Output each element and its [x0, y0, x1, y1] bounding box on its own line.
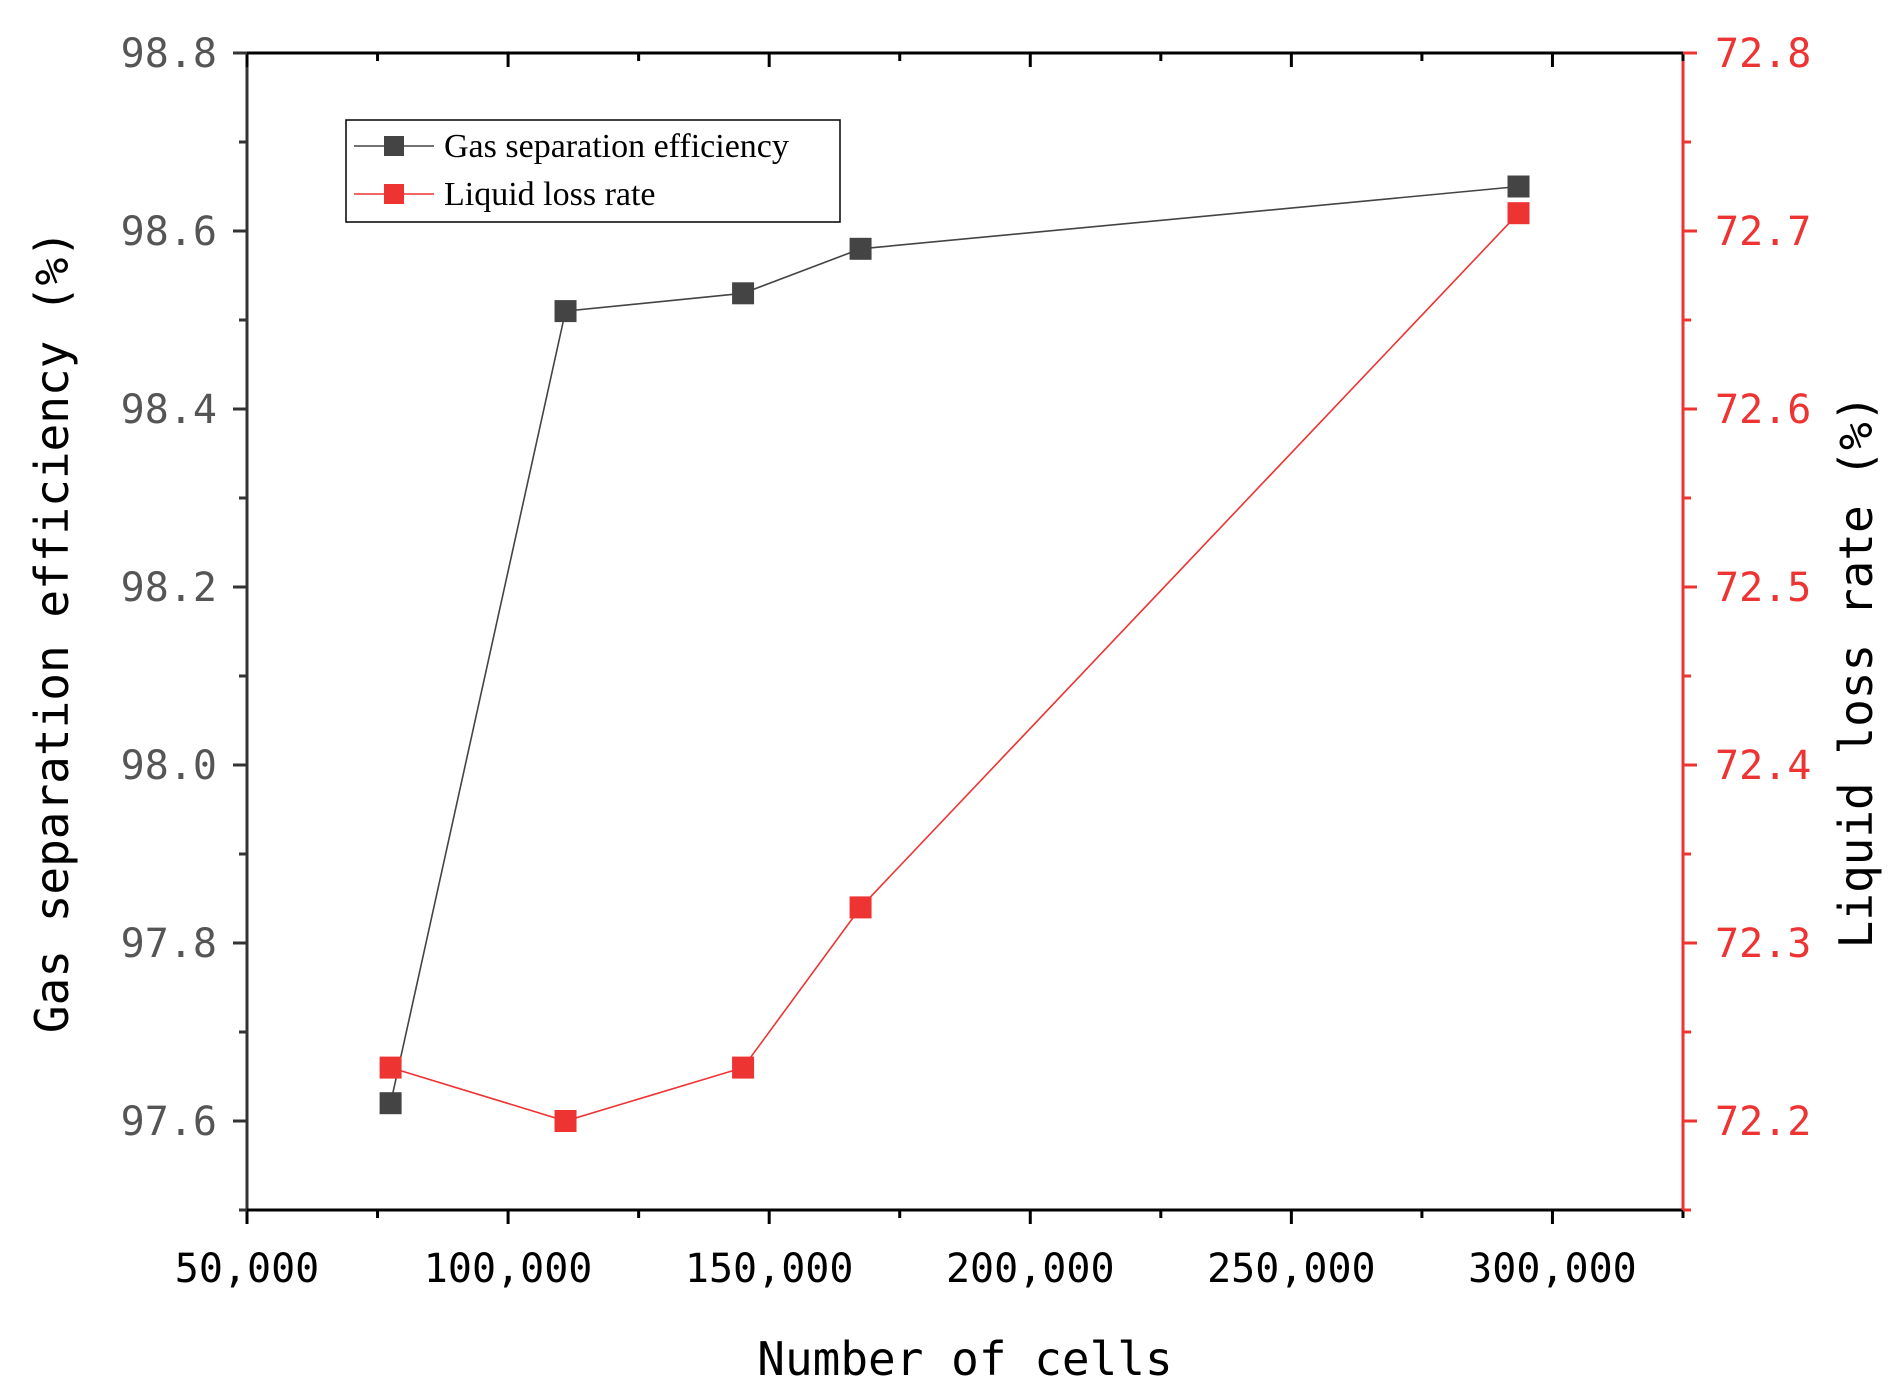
right-y-tick-label: 72.7 — [1715, 209, 1811, 255]
legend-marker-gas — [384, 136, 404, 156]
series-markers-group — [379, 175, 1530, 1132]
left-y-axis-title: Gas separation efficiency (%) — [25, 230, 79, 1033]
x-axis-title: Number of cells — [757, 1332, 1172, 1386]
liquid-data-point — [554, 1110, 577, 1132]
x-tick-label: 50,000 — [175, 1246, 320, 1292]
right-y-tick-label: 72.4 — [1715, 743, 1811, 789]
left-y-tick-label: 98.6 — [121, 209, 217, 255]
x-tick-label: 250,000 — [1207, 1246, 1376, 1292]
series-line-liquid — [390, 212, 1520, 1122]
legend: Gas separation efficiency Liquid loss ra… — [345, 119, 841, 223]
right-y-axis-title: Liquid loss rate (%) — [1829, 395, 1883, 949]
x-tick-label: 150,000 — [685, 1246, 854, 1292]
left-y-tick-label: 98.2 — [121, 565, 217, 611]
right-y-tick-label: 72.5 — [1715, 565, 1811, 611]
liquid-data-point — [379, 1056, 402, 1079]
legend-label-gas: Gas separation efficiency — [444, 128, 789, 165]
x-tick-label: 200,000 — [946, 1246, 1115, 1292]
right-y-tick-label: 72.8 — [1715, 31, 1811, 77]
gas-data-point — [379, 1092, 402, 1115]
left-y-tick-label: 98.4 — [121, 387, 217, 433]
axes-group — [245, 51, 1685, 1212]
x-tick-label: 300,000 — [1468, 1246, 1637, 1292]
x-tick-label: 100,000 — [424, 1246, 593, 1292]
gas-data-point — [732, 282, 755, 305]
gas-data-point — [1507, 175, 1530, 198]
gas-data-point — [849, 237, 872, 260]
right-y-tick-label: 72.3 — [1715, 921, 1811, 967]
gas-data-point — [554, 300, 577, 323]
series-line-gas — [389, 185, 1519, 1104]
legend-box — [345, 119, 841, 223]
left-y-tick-label: 97.6 — [121, 1099, 217, 1145]
legend-marker-liquid — [384, 184, 404, 204]
ticks-group: 50,000 100,000 150,000 200,000 250,000 300,00… — [121, 31, 1812, 1292]
right-y-tick-label: 72.6 — [1715, 387, 1811, 433]
axis-titles-group: Number of cells Gas separation efficienc… — [25, 230, 1883, 1386]
liquid-data-point — [1507, 202, 1530, 225]
left-y-tick-label: 98.8 — [121, 31, 217, 77]
left-y-tick-label: 98.0 — [121, 743, 217, 789]
liquid-data-point — [732, 1056, 755, 1079]
right-y-tick-label: 72.2 — [1715, 1099, 1811, 1145]
series-lines-group — [389, 185, 1520, 1122]
liquid-data-point — [849, 896, 872, 919]
left-y-tick-label: 97.8 — [121, 921, 217, 967]
legend-label-liquid: Liquid loss rate — [444, 176, 656, 213]
